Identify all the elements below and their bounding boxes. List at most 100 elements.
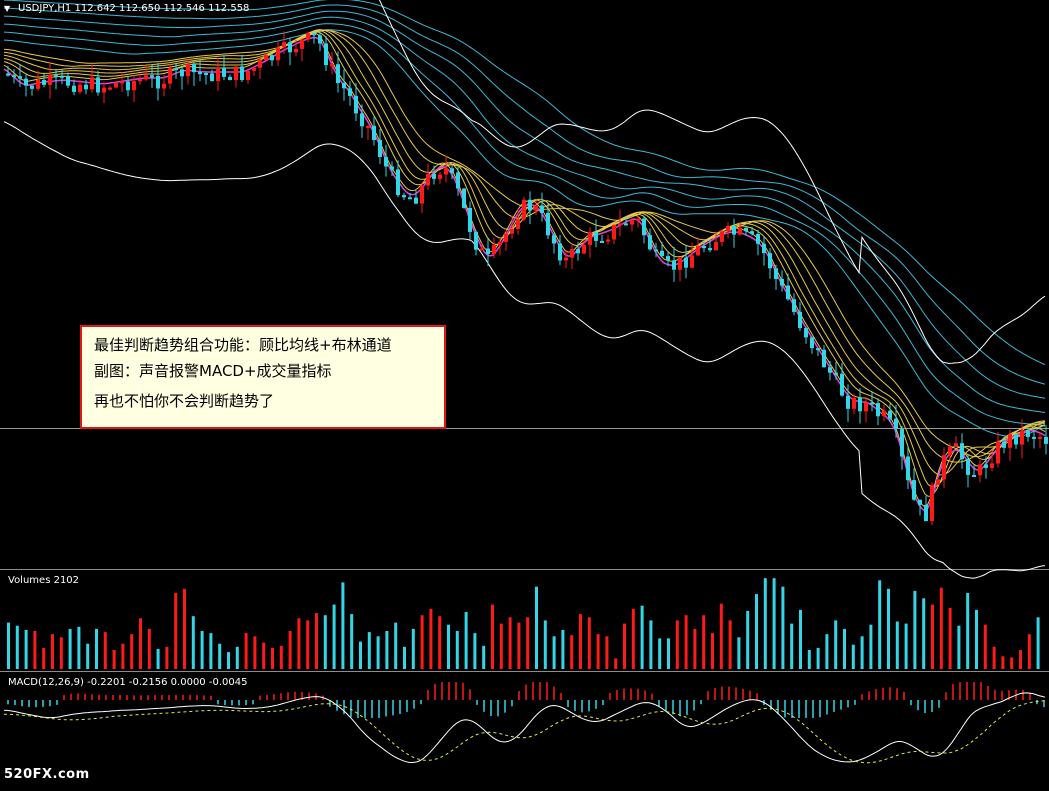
- volume-bar: [297, 618, 301, 669]
- guppy-long-ma-1: [3, 29, 1046, 438]
- candle-body: [576, 249, 580, 254]
- volume-bar: [552, 636, 556, 669]
- candle-body: [618, 223, 622, 226]
- volume-bar: [68, 628, 72, 669]
- info-line-1: 最佳判断趋势组合功能：顾比均线+布林通道: [94, 336, 392, 354]
- candle-body: [684, 257, 688, 268]
- candle-body: [312, 32, 316, 36]
- guppy-short-ma-1: [3, 33, 1046, 508]
- candle-body: [942, 455, 946, 480]
- candle-body: [966, 459, 970, 475]
- volume-bar: [579, 614, 582, 669]
- volume-bar: [966, 593, 970, 669]
- volume-bar: [183, 588, 186, 669]
- bollinger-lower: [3, 121, 1046, 579]
- candle-body: [666, 256, 670, 261]
- volume-bar: [860, 636, 864, 669]
- candle-body: [546, 212, 550, 236]
- candle-body: [222, 67, 226, 77]
- candle-body: [186, 63, 190, 77]
- candle-body: [900, 429, 904, 457]
- volume-bar: [165, 646, 169, 669]
- candle-body: [30, 85, 34, 89]
- candle-body: [132, 81, 136, 91]
- candle-body: [282, 42, 286, 48]
- candle-body: [438, 174, 442, 179]
- candle-body: [456, 172, 460, 189]
- candle-body: [690, 255, 694, 268]
- candle-body: [882, 410, 886, 417]
- candle-body: [180, 69, 184, 77]
- candle-body: [606, 239, 610, 242]
- volume-bar: [191, 616, 195, 669]
- bollinger-upper: [378, 0, 1046, 364]
- candle-body: [348, 88, 352, 96]
- candle-body: [588, 232, 592, 245]
- volume-bar: [1001, 656, 1005, 669]
- volume-bar: [350, 614, 354, 669]
- candle-body: [912, 480, 916, 500]
- candle-body: [90, 77, 94, 90]
- volume-bar: [86, 643, 90, 669]
- candle-body: [252, 67, 256, 71]
- candle-body: [42, 80, 46, 85]
- candle-body: [150, 75, 154, 78]
- candle-body: [402, 195, 406, 198]
- volume-bar: [957, 625, 961, 669]
- candle-body: [414, 197, 418, 204]
- volume-bar: [367, 632, 371, 669]
- candle-body: [366, 125, 370, 128]
- volume-bar: [121, 643, 125, 669]
- volume-bar: [323, 615, 327, 669]
- candle-body: [570, 249, 574, 258]
- candle-body: [948, 446, 952, 456]
- volume-bar: [315, 613, 318, 669]
- price-panel: [3, 0, 1048, 579]
- candle-body: [318, 35, 322, 44]
- volume-bar: [482, 645, 486, 669]
- volume-bar: [543, 620, 547, 669]
- volume-bar: [499, 623, 503, 669]
- volume-bar: [227, 652, 230, 669]
- candle-body: [1026, 430, 1030, 437]
- candle-body: [234, 66, 238, 80]
- dropdown-arrow-icon[interactable]: ▼: [4, 4, 11, 13]
- candle-body: [792, 299, 796, 312]
- volume-bar: [1027, 634, 1031, 669]
- volume-bar: [869, 624, 873, 669]
- candle-body: [504, 233, 508, 242]
- volume-bar: [455, 631, 459, 669]
- volume-bar: [887, 588, 890, 669]
- candle-body: [258, 60, 262, 68]
- volume-bar: [103, 632, 107, 669]
- candle-body: [432, 174, 436, 179]
- candle-body: [492, 245, 496, 255]
- volume-bar: [931, 604, 934, 669]
- guppy-long-ma-5: [3, 4, 1046, 385]
- candle-body: [210, 73, 214, 82]
- candle-body: [390, 166, 394, 170]
- volume-bar: [147, 628, 151, 669]
- volume-bar: [332, 604, 336, 669]
- volume-bar: [130, 634, 134, 669]
- candle-body: [246, 70, 250, 80]
- candle-body: [378, 140, 382, 157]
- volume-bar: [15, 625, 19, 669]
- candle-body: [762, 243, 766, 254]
- volume-panel: [7, 578, 1040, 669]
- volumes-label: Volumes 2102: [8, 575, 79, 586]
- volume-bar: [24, 629, 28, 669]
- candle-body: [864, 402, 868, 412]
- volume-bar: [781, 586, 785, 669]
- candle-body: [612, 224, 616, 240]
- candle-body: [1002, 441, 1006, 448]
- volume-bar: [631, 608, 635, 669]
- candle-body: [462, 188, 466, 208]
- candle-body: [990, 463, 994, 468]
- candle-body: [972, 475, 976, 477]
- candle-body: [720, 231, 724, 242]
- volume-bar: [235, 646, 239, 669]
- volume-bar: [464, 612, 468, 669]
